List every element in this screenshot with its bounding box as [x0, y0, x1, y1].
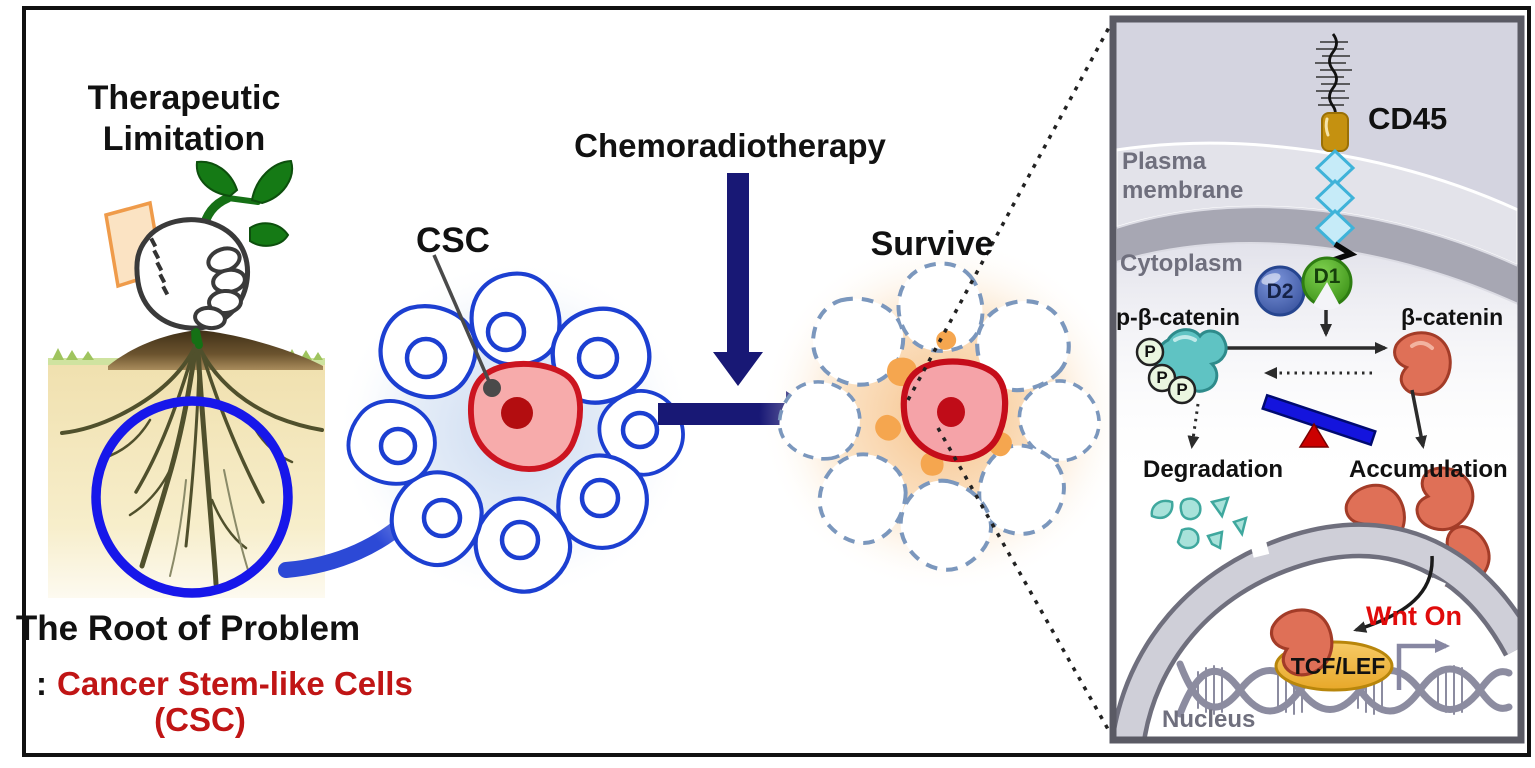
arrow-into-nucleus — [1353, 555, 1434, 633]
p-beta-catenin-protein — [1135, 328, 1228, 405]
degraded-fragments — [1150, 496, 1248, 550]
surviving-cluster — [759, 237, 1131, 593]
csc-tumor-cluster — [335, 254, 702, 610]
d1-active-site-notch — [1313, 282, 1340, 310]
cd45-d2-domain — [1254, 265, 1306, 317]
cd45-receptor — [1254, 33, 1358, 317]
transcription-arrow — [1396, 639, 1450, 690]
zoom-callout-lines — [906, 19, 1115, 739]
surviving-csc-nucleus — [937, 397, 965, 427]
inner-membrane-band — [1116, 206, 1518, 306]
hand-pulling-weed — [104, 159, 294, 349]
nuclear-envelope — [1116, 522, 1518, 737]
balance-seesaw — [1261, 393, 1377, 448]
weed-root-illustration — [48, 159, 325, 598]
csc-pointer-dot — [483, 379, 501, 397]
signaling-panel — [1116, 22, 1518, 737]
chemoradiotherapy-arrow — [713, 173, 763, 386]
root-highlight-circle — [91, 396, 293, 598]
csc-pointer-line — [432, 254, 493, 387]
zoom-panel-border — [1109, 15, 1525, 744]
cd45-fn3-domains — [1314, 148, 1356, 248]
csc-nucleus — [501, 397, 533, 429]
